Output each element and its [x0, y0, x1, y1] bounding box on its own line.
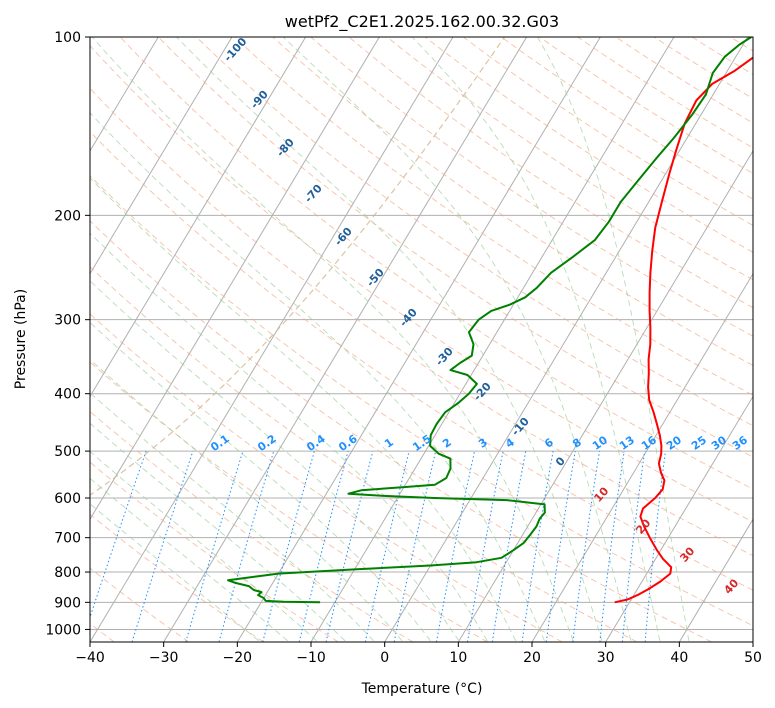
mixing-ratio-line	[131, 450, 194, 642]
y-tick-label: 400	[54, 387, 81, 403]
isotherm	[236, 37, 601, 642]
y-tick-label: 500	[54, 444, 81, 460]
x-tick-label: 50	[744, 650, 762, 666]
isotherm	[90, 37, 454, 642]
dry-adiabat	[196, 37, 753, 427]
mixing-ratio-line	[298, 450, 349, 642]
y-tick-label: 900	[54, 595, 81, 611]
y-tick-label: 600	[54, 491, 81, 507]
isotherm	[90, 37, 233, 275]
moist-adiabat	[90, 477, 288, 642]
x-tick-label: −30	[149, 650, 179, 666]
x-axis: −40 −30 −20 −10 0 10 20 30 40 50	[75, 642, 762, 666]
mixing-ratio-line	[364, 450, 410, 642]
plot-frame	[89, 36, 754, 643]
isotherm	[163, 37, 528, 642]
moist-adiabat	[282, 37, 632, 641]
mixing-ratio-line	[521, 451, 554, 642]
dewpoint-profile	[227, 37, 752, 604]
moist-adiabat	[90, 112, 545, 641]
isotherm	[310, 37, 675, 642]
isotherm	[457, 149, 753, 642]
mixing-ratio-line	[572, 451, 600, 642]
mixing-ratio-line	[185, 450, 244, 642]
x-tick-label: −10	[296, 650, 326, 666]
dry-adiabat	[386, 37, 753, 281]
dry-adiabat	[234, 37, 753, 396]
dry-adiabat	[119, 37, 753, 490]
isotherm	[0, 37, 11, 642]
moist-adiabat	[91, 37, 574, 641]
moist-adiabat	[90, 232, 488, 642]
x-tick-label: 20	[523, 650, 541, 666]
dry-adiabat	[90, 175, 753, 627]
moist-adiabat	[176, 37, 603, 641]
isotherm	[90, 37, 380, 521]
mixing-ratio-line	[262, 450, 315, 642]
dry-adiabat	[272, 37, 753, 366]
dry-adiabat	[90, 361, 488, 642]
chart-title: wetPf2_C2E1.2025.162.00.32.G03	[285, 12, 559, 32]
x-tick-label: −20	[223, 650, 253, 666]
y-tick-label: 700	[54, 531, 81, 547]
isotherm	[605, 395, 753, 642]
mixing-ratio-line	[393, 450, 437, 642]
x-tick-label: 0	[380, 650, 389, 666]
mixing-ratio-line	[599, 451, 625, 642]
isotherm	[384, 37, 749, 642]
dry-adiabat	[90, 410, 414, 642]
isotherm	[90, 37, 307, 398]
moist-adiabat	[90, 392, 374, 642]
moist-adiabat	[90, 358, 403, 642]
x-tick-label: 10	[449, 650, 467, 666]
y-axis: 100 200 300 400 500 600 700 800 900 1000	[45, 30, 90, 638]
background-lines	[0, 37, 753, 642]
series-layer	[227, 37, 753, 604]
mixing-ratio-line	[545, 451, 576, 642]
moist-adiabat	[411, 37, 661, 641]
dry-adiabat	[90, 513, 264, 642]
mixing-ratio-line	[90, 450, 147, 619]
dry-adiabat	[90, 131, 753, 591]
isotherm	[531, 272, 753, 642]
dry-adiabat	[90, 45, 753, 523]
dry-adiabat	[90, 266, 638, 642]
dry-adiabat	[90, 87, 753, 557]
mixing-ratio-line	[467, 451, 504, 642]
isotherm	[752, 641, 753, 642]
mixing-ratio-line	[621, 451, 646, 642]
y-tick-label: 200	[54, 208, 81, 224]
y-tick-label: 800	[54, 565, 81, 581]
moist-adiabat	[90, 321, 431, 642]
moist-adiabat	[537, 37, 690, 641]
moist-adiabat	[90, 503, 259, 642]
temperature-profile	[614, 56, 753, 604]
x-tick-label: 40	[670, 650, 688, 666]
y-tick-label: 1000	[45, 622, 81, 638]
dry-adiabat	[157, 37, 753, 458]
isotherm	[678, 518, 753, 642]
mixing-ratio-line	[325, 450, 374, 642]
y-tick-label: 100	[54, 30, 81, 46]
x-tick-label: −40	[75, 650, 105, 666]
y-tick-label: 300	[54, 313, 81, 329]
isotherm	[90, 37, 159, 152]
x-axis-title: Temperature (°C)	[361, 681, 483, 697]
dry-adiabat	[310, 37, 753, 337]
moist-adiabat	[90, 280, 460, 642]
mixing-ratio-line	[218, 450, 275, 642]
mixing-ratio-line	[491, 451, 527, 642]
y-axis-title: Pressure (hPa)	[13, 289, 29, 389]
x-tick-label: 30	[597, 650, 615, 666]
plot-background	[90, 37, 753, 642]
mixing-ratio-line	[435, 451, 475, 642]
dry-adiabat	[348, 37, 753, 309]
